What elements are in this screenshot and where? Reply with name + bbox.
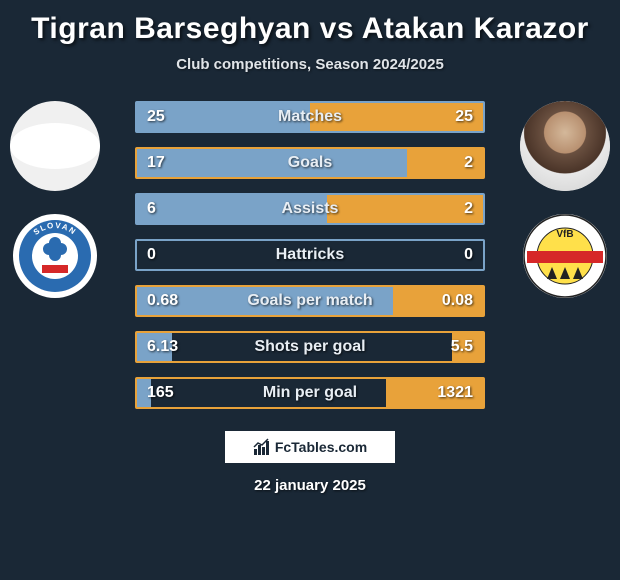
- right-player-avatar: [520, 101, 610, 191]
- metric-left-value: 0.68: [147, 287, 178, 315]
- left-player-column: SLOVAN: [10, 101, 100, 299]
- metric-right-value: 2: [464, 195, 473, 223]
- metric-left-value: 0: [147, 241, 156, 269]
- brand-badge: FcTables.com: [225, 431, 395, 463]
- metric-label: Goals: [137, 149, 483, 177]
- comparison-infographic: Tigran Barseghyan vs Atakan Karazor Club…: [0, 0, 620, 580]
- metric-right-value: 2: [464, 149, 473, 177]
- left-player-avatar: [10, 101, 100, 191]
- metric-label: Assists: [137, 195, 483, 223]
- avatar-photo-icon: [520, 101, 610, 191]
- metric-label: Min per goal: [137, 379, 483, 407]
- metric-row: Goals17 2: [135, 147, 485, 179]
- metric-row: Min per goal165 1321: [135, 377, 485, 409]
- metric-left-value: 6: [147, 195, 156, 223]
- slovan-badge-icon: SLOVAN: [12, 213, 98, 299]
- right-player-column: VfB: [520, 101, 610, 299]
- metric-label: Matches: [137, 103, 483, 131]
- metric-left-value: 6.13: [147, 333, 178, 361]
- svg-text:VfB: VfB: [556, 229, 573, 240]
- footer-date: 22 january 2025: [0, 477, 620, 494]
- metric-label: Hattricks: [137, 241, 483, 269]
- metric-row: Hattricks0 0: [135, 239, 485, 271]
- metric-right-value: 1321: [437, 379, 473, 407]
- metric-row: Matches25 25: [135, 101, 485, 133]
- metric-row: Goals per match0.68 0.08: [135, 285, 485, 317]
- vfb-badge-icon: VfB: [522, 213, 608, 299]
- chart-icon: [253, 438, 271, 456]
- metric-row: Assists6 2: [135, 193, 485, 225]
- metric-left-value: 17: [147, 149, 165, 177]
- metric-left-value: 165: [147, 379, 174, 407]
- subtitle: Club competitions, Season 2024/2025: [0, 56, 620, 73]
- metric-right-value: 0.08: [442, 287, 473, 315]
- metric-right-value: 0: [464, 241, 473, 269]
- metric-label: Shots per goal: [137, 333, 483, 361]
- left-club-badge: SLOVAN: [12, 213, 98, 299]
- metric-right-value: 25: [455, 103, 473, 131]
- comparison-bars: Matches2525Goals172Assists62Hattricks00G…: [135, 101, 485, 409]
- metric-row: Shots per goal6.13 5.5: [135, 331, 485, 363]
- brand-text: FcTables.com: [275, 439, 367, 455]
- page-title: Tigran Barseghyan vs Atakan Karazor: [0, 12, 620, 46]
- content-area: SLOVAN VfB Matches2525Goals172Assists62H…: [0, 101, 620, 409]
- avatar-placeholder-icon: [10, 123, 100, 169]
- metric-label: Goals per match: [137, 287, 483, 315]
- metric-right-value: 5.5: [451, 333, 473, 361]
- metric-left-value: 25: [147, 103, 165, 131]
- right-club-badge: VfB: [522, 213, 608, 299]
